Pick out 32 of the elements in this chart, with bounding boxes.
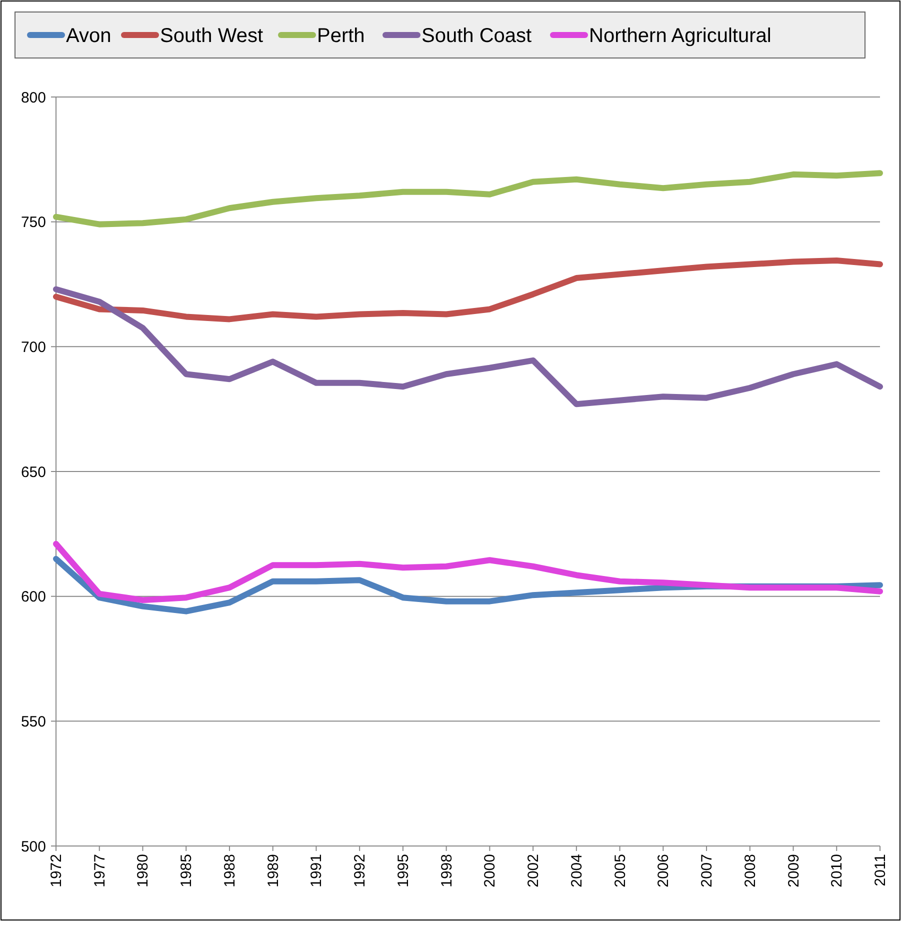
legend-label: South West — [160, 25, 264, 47]
y-tick-label: 750 — [20, 214, 46, 232]
y-tick-label: 700 — [20, 338, 46, 356]
y-tick-label: 550 — [20, 713, 46, 730]
legend-label: Avon — [66, 25, 112, 47]
y-tick-label: 500 — [20, 838, 46, 856]
x-tick-label: 2005 — [612, 854, 629, 888]
y-tick-label: 600 — [20, 588, 46, 606]
legend-label: South Coast — [422, 25, 532, 47]
x-tick-label: 2011 — [872, 854, 889, 886]
x-tick-label: 1991 — [308, 854, 326, 888]
legend-label: Perth — [317, 25, 365, 47]
x-tick-label: 2002 — [525, 854, 542, 888]
x-tick-label: 1972 — [48, 854, 65, 888]
x-tick-label: 1989 — [264, 854, 282, 888]
x-tick-label: 1998 — [438, 854, 456, 888]
x-tick-label: 2010 — [828, 854, 846, 888]
x-tick-label: 1995 — [394, 854, 412, 888]
y-tick-label: 800 — [20, 89, 46, 106]
x-tick-label: 2004 — [568, 854, 586, 888]
y-tick-label: 650 — [20, 464, 46, 481]
x-tick-label: 2009 — [785, 854, 802, 888]
x-tick-label: 1977 — [91, 854, 108, 888]
x-tick-label: 1988 — [221, 854, 238, 888]
x-tick-label: 1980 — [134, 854, 152, 888]
x-tick-label: 2007 — [698, 854, 716, 888]
legend-label: Northern Agricultural — [589, 25, 772, 47]
x-tick-label: 2000 — [482, 854, 499, 888]
x-tick-label: 2006 — [655, 854, 672, 888]
x-tick-label: 1992 — [352, 854, 369, 888]
x-tick-label: 2008 — [742, 854, 759, 888]
x-tick-label: 1985 — [178, 854, 196, 888]
